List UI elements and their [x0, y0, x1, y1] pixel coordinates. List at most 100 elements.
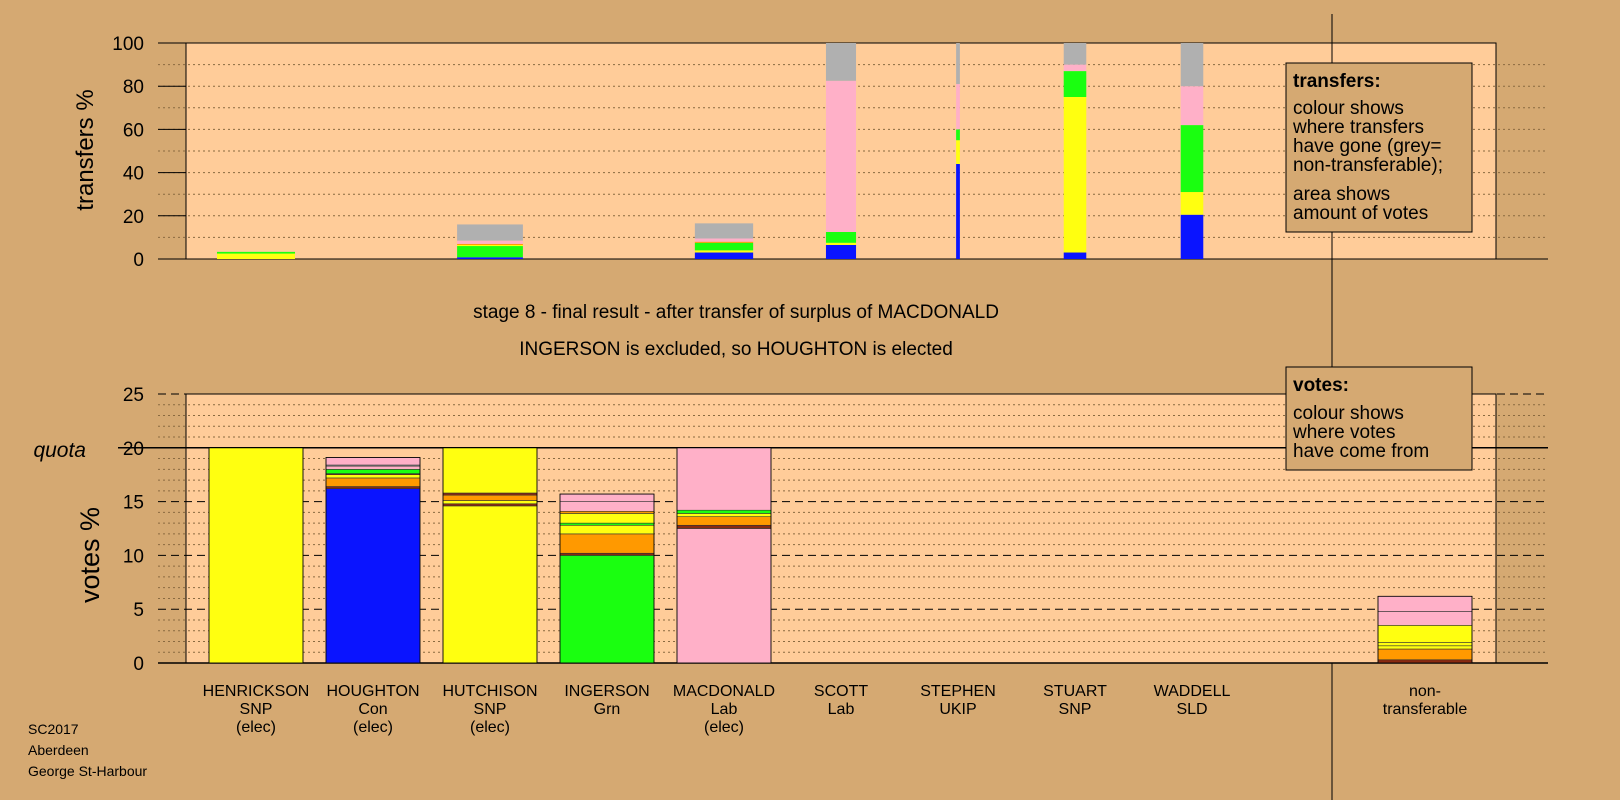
transfer-bar-segment	[1180, 86, 1204, 126]
vote-bar-segment	[559, 533, 655, 554]
transfer-bar-segment	[1180, 43, 1204, 87]
vote-bar-segment	[676, 528, 772, 664]
transfer-bar-segment	[1063, 252, 1087, 259]
transfers-legend: transfers: colour shows where transfers …	[1285, 62, 1473, 233]
votes-bars	[208, 447, 1473, 664]
transfer-bar-segment	[825, 232, 857, 243]
transfer-bar-segment	[1180, 192, 1204, 215]
votes-legend-line: colour shows	[1293, 403, 1404, 424]
category-label: non-	[1409, 683, 1441, 700]
category-label: SNP	[474, 701, 507, 718]
vote-bar-segment	[559, 552, 655, 556]
transfer-bar-segment	[825, 80, 857, 232]
category-label: HENRICKSON	[203, 683, 310, 700]
transfer-bar-segment	[216, 253, 296, 259]
footer-line: George St-Harbour	[28, 763, 147, 779]
stage-subtitle: INGERSON is excluded, so HOUGHTON is ele…	[519, 339, 953, 360]
category-label: SNP	[1059, 701, 1092, 718]
vote-bar-segment	[325, 457, 421, 466]
vote-bar-segment	[676, 516, 772, 526]
transfer-bar-segment	[694, 252, 754, 259]
transfers-legend-line: colour shows	[1293, 98, 1404, 119]
vote-bar-segment	[676, 509, 772, 514]
transfer-bar-segment	[956, 43, 960, 85]
y-tick-label: 25	[123, 385, 144, 406]
vote-bar-segment	[559, 513, 655, 524]
vote-bar-segment	[442, 500, 538, 505]
votes-y-axis-label: votes %	[75, 507, 105, 603]
transfer-bar-segment	[956, 140, 960, 164]
category-label: (elec)	[236, 719, 276, 736]
vote-bar-segment	[559, 555, 655, 664]
transfers-bars	[216, 43, 1204, 259]
non-transferable-segment	[1377, 611, 1473, 626]
transfer-bar-segment	[457, 243, 523, 245]
stage-title: stage 8 - final result - after transfer …	[473, 302, 999, 323]
category-label: (elec)	[470, 719, 510, 736]
vote-bar-segment	[442, 447, 538, 494]
footer-line: SC2017	[28, 721, 79, 737]
category-label: STUART	[1043, 683, 1107, 700]
vote-bar-segment	[559, 493, 655, 502]
transfer-bar-segment	[1063, 97, 1087, 253]
category-label: Lab	[828, 701, 855, 718]
category-label: Con	[358, 701, 387, 718]
transfer-bar-segment	[694, 223, 754, 239]
transfer-bar-segment	[956, 84, 960, 130]
category-label: Grn	[594, 701, 621, 718]
y-tick-label: 0	[133, 654, 144, 675]
vote-bar-segment	[676, 447, 772, 511]
transfers-chart: 0 20 40 60 80 100 transfers %	[72, 34, 1548, 271]
votes-category-labels: HENRICKSONSNP(elec)HOUGHTONCon(elec)HUTC…	[203, 683, 1468, 736]
quota-label: quota	[33, 439, 86, 462]
transfer-bar-segment	[825, 244, 857, 259]
transfers-legend-line: non-transferable);	[1293, 155, 1443, 176]
category-label: STEPHEN	[920, 683, 996, 700]
non-transferable-segment	[1377, 659, 1473, 664]
non-transferable-segment	[1377, 648, 1473, 661]
category-label: transferable	[1383, 701, 1468, 718]
transfer-bar-segment	[694, 250, 754, 253]
vote-bar-segment	[559, 522, 655, 526]
y-tick-label: 100	[112, 34, 144, 55]
vote-bar-segment	[442, 503, 538, 507]
category-label: SNP	[240, 701, 273, 718]
vote-bar-segment	[559, 524, 655, 535]
category-label: Lab	[711, 701, 738, 718]
transfer-bar-segment	[457, 257, 523, 259]
votes-legend-title: votes:	[1293, 375, 1349, 396]
non-transferable-segment	[1377, 645, 1473, 650]
transfers-y-axis-label: transfers %	[72, 89, 99, 210]
votes-legend: votes: colour shows where votes have com…	[1285, 366, 1473, 471]
vote-bar-segment	[325, 474, 421, 479]
vote-bar-segment	[442, 505, 538, 664]
y-tick-label: 10	[123, 546, 144, 567]
votes-legend-line: where votes	[1292, 422, 1395, 443]
y-tick-label: 20	[123, 207, 144, 228]
category-label: MACDONALD	[673, 683, 775, 700]
y-tick-label: 80	[123, 77, 144, 98]
category-label: INGERSON	[564, 683, 649, 700]
vote-bar-segment	[208, 447, 304, 664]
vote-bar-segment	[325, 469, 421, 474]
vote-bar-outline	[325, 457, 421, 664]
transfer-bar-segment	[457, 246, 523, 258]
vote-bar-outline	[559, 493, 655, 664]
vote-bar-segment	[325, 477, 421, 487]
non-transferable-segment	[1377, 625, 1473, 643]
transfer-bar-segment	[1180, 125, 1204, 193]
transfers-y-ticks: 0 20 40 60 80 100	[112, 34, 186, 271]
vote-bar-segment	[676, 513, 772, 517]
y-tick-label: 15	[123, 493, 144, 514]
transfers-legend-line: amount of votes	[1293, 203, 1428, 224]
category-label: SCOTT	[814, 683, 868, 700]
vote-bar-segment	[442, 492, 538, 496]
vote-bar-segment	[325, 465, 421, 470]
category-label: UKIP	[939, 701, 976, 718]
vote-bar-segment	[325, 486, 421, 489]
footer-line: Aberdeen	[28, 742, 89, 758]
category-label: SLD	[1176, 701, 1207, 718]
votes-y-ticks: 0 5 10 15 20 25	[123, 385, 144, 675]
vote-bar-segment	[442, 494, 538, 501]
